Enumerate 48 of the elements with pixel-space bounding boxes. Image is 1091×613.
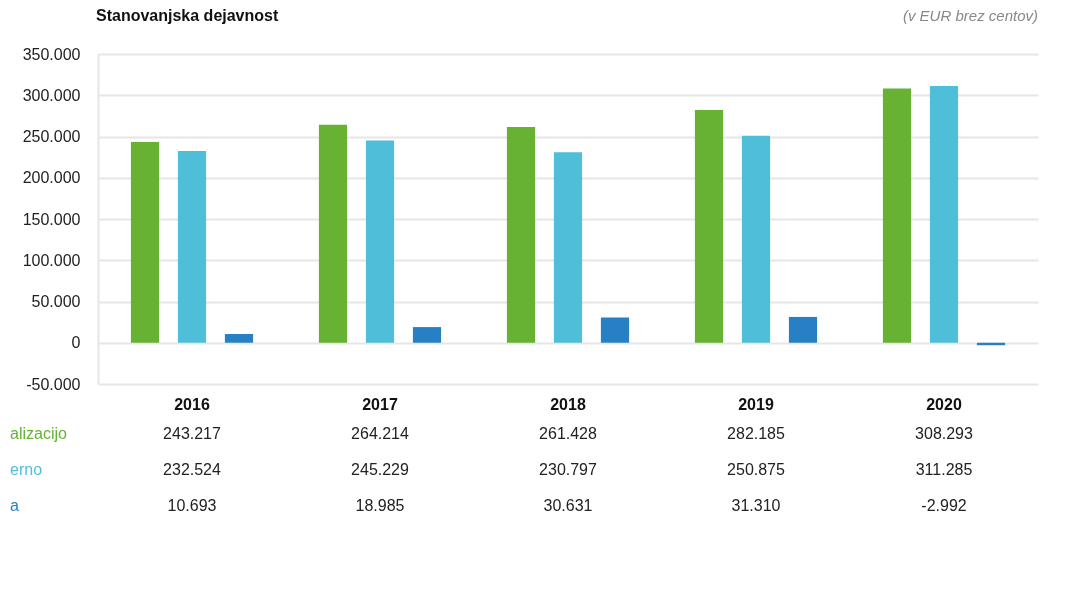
text: a [10, 497, 19, 514]
data-label: 30.631 [543, 497, 593, 514]
data-label: 261.428 [539, 425, 598, 442]
data-label: 243.217 [163, 425, 222, 442]
data-label: 31.310 [731, 497, 781, 514]
data-label: 10.693 [167, 497, 217, 514]
data-label: 264.214 [351, 425, 410, 442]
data-label: 250.875 [727, 461, 786, 478]
data-label: 282.185 [727, 425, 786, 442]
bar [130, 142, 160, 343]
bar [929, 85, 959, 343]
text: alizacijo [10, 425, 68, 442]
bar [788, 316, 818, 343]
x-tick-label: 2016 [174, 395, 210, 413]
bar [553, 152, 583, 343]
data-label: 245.229 [351, 461, 410, 478]
y-tick-label: 100.000 [22, 251, 81, 269]
bar [600, 317, 630, 343]
bar [506, 127, 536, 343]
bar [224, 333, 254, 343]
y-tick-label: 0 [71, 334, 81, 352]
bar [694, 109, 724, 343]
data-label: 18.985 [355, 497, 405, 514]
x-tick-label: 2020 [926, 395, 962, 413]
y-tick-label: 150.000 [22, 210, 81, 228]
text: erno [10, 461, 43, 478]
bar [882, 88, 912, 343]
bar [412, 327, 442, 343]
bar [318, 124, 348, 343]
bar [177, 150, 207, 343]
y-tick-label: -50.000 [26, 375, 81, 393]
data-label: 308.293 [915, 425, 974, 442]
y-tick-label: 300.000 [22, 86, 81, 104]
chart-title: Stanovanjska dejavnost [96, 7, 279, 24]
data-label: 311.285 [915, 461, 973, 478]
y-tick-label: 350.000 [22, 45, 81, 63]
bar [365, 140, 395, 343]
x-tick-label: 2019 [738, 395, 774, 413]
bar [741, 135, 771, 343]
x-tick-label: 2017 [362, 395, 398, 413]
y-tick-label: 50.000 [31, 293, 81, 310]
data-label: 230.797 [539, 461, 598, 478]
data-label: -2.992 [921, 497, 967, 514]
x-tick-label: 2018 [550, 395, 586, 413]
y-tick-label: 250.000 [22, 128, 81, 145]
chart-subtitle: (v EUR brez centov) [902, 7, 1038, 24]
data-label: 232.524 [163, 461, 222, 478]
y-tick-label: 200.000 [22, 169, 81, 187]
